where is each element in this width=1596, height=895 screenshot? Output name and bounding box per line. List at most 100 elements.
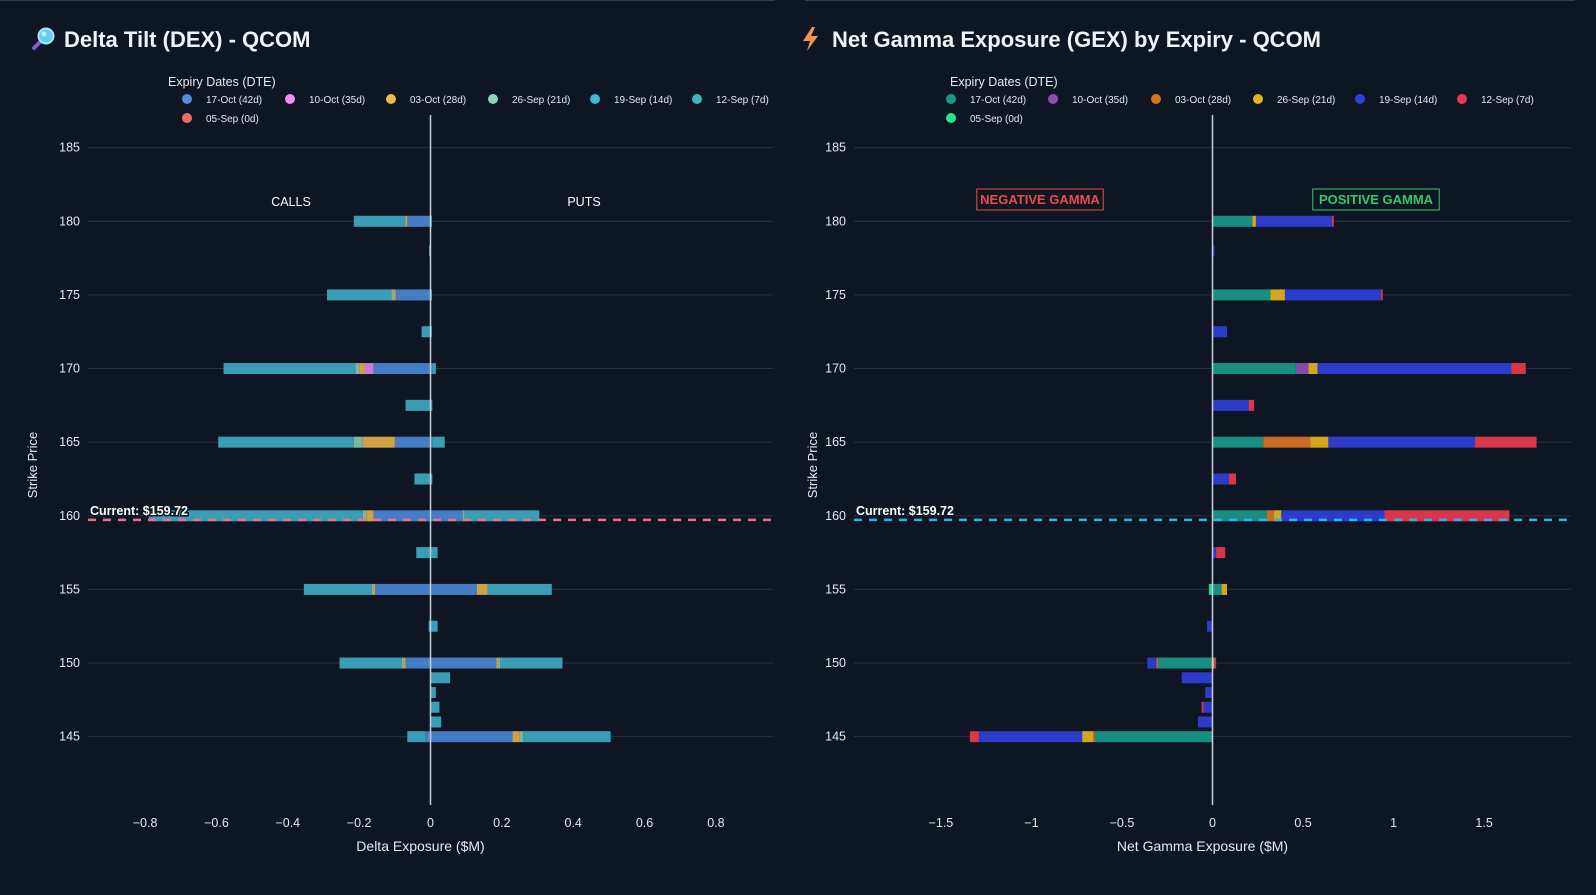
bar-segment-170 (1511, 363, 1526, 375)
y-tick-label: 170 (59, 362, 80, 376)
bar-segment-165 (362, 436, 395, 448)
legend-label: 03-Oct (28d) (410, 95, 467, 106)
gex-title: Net Gamma Exposure (GEX) by Expiry - QCO… (798, 26, 1321, 53)
bar-segment-157.5 (1216, 547, 1226, 559)
current-price-label: Current: $159.72 (90, 504, 188, 518)
dex-title: Delta Tilt (DEX) - QCOM (30, 26, 311, 53)
gex-legend-item-0[interactable]: 17-Oct (42d) (946, 94, 1026, 106)
x-tick-label: −0.6 (204, 816, 229, 830)
x-tick-label: 1 (1390, 816, 1397, 830)
bar-segment-165 (1310, 436, 1329, 448)
bar-segment-160 (462, 510, 465, 522)
gex-legend-item-1[interactable]: 10-Oct (35d) (1048, 94, 1128, 106)
bar-segment-170 (355, 363, 360, 375)
x-tick-label: 0.8 (707, 816, 724, 830)
bar-segment-152.5 (1207, 620, 1213, 632)
y-tick-label: 185 (825, 141, 846, 155)
gex-legend-item-4[interactable]: 19-Sep (14d) (1355, 94, 1437, 106)
legend-label: 10-Oct (35d) (1072, 95, 1129, 106)
bar-segment-145 (978, 731, 1083, 743)
dex-legend-item-6[interactable]: 05-Sep (0d) (182, 113, 259, 125)
bar-segment-180 (405, 215, 408, 227)
x-tick-label: 0 (1209, 816, 1216, 830)
dex-legend-item-2[interactable]: 03-Oct (28d) (386, 94, 466, 106)
current-price-label: Current: $159.72 (856, 504, 954, 518)
gex-legend-item-2[interactable]: 03-Oct (28d) (1151, 94, 1231, 106)
negative-gamma-label-box (976, 188, 1104, 211)
bar-segment-145 (407, 731, 426, 743)
bar-segment-155 (476, 583, 488, 595)
x-tick-label: −0.4 (275, 816, 300, 830)
dex-legend-item-5[interactable]: 12-Sep (7d) (692, 94, 769, 106)
bar-segment-172.5 (1212, 326, 1227, 338)
bar-segment-155 (430, 583, 477, 595)
dex-legend-item-0[interactable]: 17-Oct (42d) (182, 94, 262, 106)
y-tick-label: 180 (825, 214, 846, 228)
bar-segment-162.5 (414, 473, 431, 485)
gex-legend-item-5[interactable]: 12-Sep (7d) (1457, 94, 1534, 106)
bar-segment-150 (430, 657, 497, 669)
bar-segment-170 (1308, 363, 1318, 375)
bar-segment-167.5 (430, 399, 433, 411)
y-axis-title: Strike Price (805, 432, 820, 498)
x-tick-label: 0.2 (493, 816, 510, 830)
y-tick-label: 150 (59, 656, 80, 670)
bar-segment-162.5 (1212, 473, 1229, 485)
legend-label: 10-Oct (35d) (309, 95, 366, 106)
bar-segment-150 (498, 657, 501, 669)
y-tick-label: 175 (59, 288, 80, 302)
bar-segment-165 (1475, 436, 1537, 448)
positive-gamma-label-box (1312, 188, 1440, 211)
y-tick-label: 170 (825, 362, 846, 376)
bar-segment-147 (1203, 701, 1213, 713)
legend-dot-icon (488, 94, 498, 104)
bar-segment-145 (430, 731, 513, 743)
bar-segment-152.5 (428, 620, 431, 632)
bar-segment-160 (1281, 510, 1385, 522)
bar-segment-145 (512, 731, 520, 743)
bar-segment-155 (1212, 583, 1222, 595)
bar-segment-175 (393, 289, 396, 301)
legend-label: 17-Oct (42d) (206, 95, 263, 106)
legend-dot-icon (182, 94, 192, 104)
bar-segment-152.5 (430, 620, 438, 632)
bar-segment-149 (430, 672, 451, 684)
y-tick-label: 185 (59, 141, 80, 155)
bar-segment-170 (1317, 363, 1512, 375)
positive-gamma-label: POSITIVE GAMMA (1319, 192, 1434, 207)
bar-segment-165 (430, 436, 433, 448)
bar-segment-150 (1156, 657, 1159, 669)
lightning-icon (798, 26, 824, 52)
bar-segment-145 (1093, 731, 1095, 743)
dex-legend-item-1[interactable]: 10-Oct (35d) (285, 94, 365, 106)
bar-segment-155 (1221, 583, 1227, 595)
calls-label: CALLS (271, 195, 311, 209)
bar-segment-178 (1212, 245, 1215, 257)
gex-legend-item-3[interactable]: 26-Sep (21d) (1253, 94, 1335, 106)
bar-segment-155 (373, 583, 376, 595)
bar-segment-160 (430, 510, 463, 522)
legend-dot-icon (590, 94, 600, 104)
bar-segment-148 (1205, 687, 1213, 699)
bar-segment-155 (1208, 583, 1213, 595)
gex-panel: Net Gamma Exposure (GEX) by Expiry - QCO… (798, 0, 1596, 895)
bar-segment-146 (1198, 716, 1213, 728)
legend-dot-icon (692, 94, 702, 104)
legend-label: 17-Oct (42d) (970, 95, 1027, 106)
y-tick-label: 160 (825, 509, 846, 523)
bar-segment-165 (432, 436, 445, 448)
x-tick-label: −1 (1024, 816, 1038, 830)
bar-segment-160 (373, 510, 431, 522)
bar-segment-175 (1284, 289, 1381, 301)
bar-segment-175 (395, 289, 431, 301)
legend-dot-icon (1253, 94, 1263, 104)
bar-segment-149 (1181, 672, 1213, 684)
dex-legend-item-3[interactable]: 26-Sep (21d) (488, 94, 570, 106)
gex-legend-item-6[interactable]: 05-Sep (0d) (946, 113, 1023, 125)
bar-segment-180 (1255, 215, 1332, 227)
bar-segment-155 (303, 583, 372, 595)
dex-legend-item-4[interactable]: 19-Sep (14d) (590, 94, 672, 106)
magnifier-icon (30, 26, 56, 52)
y-tick-label: 145 (825, 730, 846, 744)
bar-segment-165 (1328, 436, 1476, 448)
